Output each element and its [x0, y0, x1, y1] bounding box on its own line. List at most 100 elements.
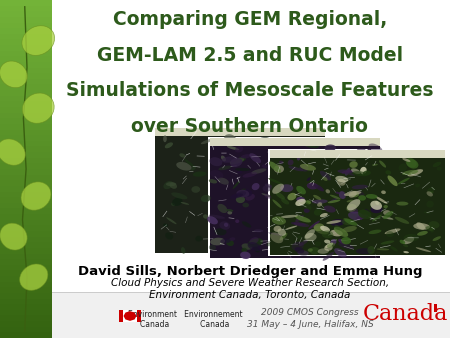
Ellipse shape [21, 182, 51, 210]
Bar [123, 310, 137, 322]
Ellipse shape [295, 216, 311, 222]
Ellipse shape [288, 193, 297, 200]
Bar [0, 96, 52, 101]
Bar [0, 158, 52, 163]
Bar [0, 163, 52, 169]
Ellipse shape [208, 215, 225, 219]
Bar [0, 62, 52, 68]
Bar [208, 137, 382, 259]
Ellipse shape [184, 159, 194, 167]
Ellipse shape [262, 185, 271, 192]
Bar [0, 146, 52, 152]
Ellipse shape [327, 231, 339, 234]
Ellipse shape [403, 237, 414, 244]
Text: Simulations of Mesoscale Features: Simulations of Mesoscale Features [66, 81, 433, 100]
Ellipse shape [314, 223, 324, 231]
Bar [153, 127, 327, 255]
Bar [0, 327, 52, 332]
Ellipse shape [203, 214, 208, 219]
Ellipse shape [369, 143, 382, 153]
Ellipse shape [348, 212, 364, 220]
Ellipse shape [304, 140, 319, 148]
Bar [0, 197, 52, 203]
Ellipse shape [292, 242, 304, 250]
Text: Comparing GEM Regional,: Comparing GEM Regional, [112, 10, 387, 29]
Ellipse shape [295, 215, 304, 222]
Ellipse shape [215, 228, 226, 235]
Ellipse shape [261, 193, 275, 198]
Ellipse shape [166, 217, 176, 224]
Ellipse shape [312, 235, 318, 240]
Ellipse shape [299, 165, 308, 172]
Ellipse shape [382, 216, 393, 220]
Text: Environment   Environnement: Environment Environnement [128, 310, 242, 319]
Bar [0, 298, 52, 304]
Ellipse shape [171, 203, 175, 206]
Ellipse shape [240, 188, 246, 194]
Bar [0, 79, 52, 84]
Ellipse shape [313, 195, 321, 200]
Ellipse shape [346, 204, 356, 212]
Ellipse shape [356, 248, 373, 254]
Ellipse shape [236, 157, 246, 162]
Ellipse shape [430, 228, 434, 233]
Ellipse shape [390, 246, 398, 251]
Ellipse shape [385, 170, 391, 175]
Ellipse shape [226, 209, 234, 212]
Ellipse shape [364, 209, 370, 214]
Ellipse shape [180, 153, 185, 158]
Ellipse shape [358, 210, 371, 219]
Ellipse shape [330, 219, 345, 226]
Ellipse shape [245, 194, 255, 201]
Ellipse shape [428, 221, 439, 228]
Ellipse shape [307, 183, 318, 189]
Ellipse shape [413, 223, 430, 230]
Ellipse shape [363, 148, 371, 158]
Ellipse shape [269, 162, 281, 172]
Ellipse shape [334, 227, 348, 237]
Ellipse shape [427, 201, 434, 208]
Ellipse shape [242, 248, 247, 252]
Ellipse shape [246, 140, 255, 146]
Bar [52, 292, 450, 338]
Ellipse shape [349, 207, 358, 214]
Ellipse shape [220, 239, 231, 243]
Ellipse shape [281, 198, 289, 204]
Ellipse shape [217, 204, 227, 213]
Ellipse shape [170, 183, 177, 189]
Ellipse shape [381, 190, 386, 194]
Ellipse shape [229, 237, 235, 241]
Bar [0, 203, 52, 209]
Ellipse shape [235, 168, 250, 171]
Ellipse shape [328, 200, 340, 203]
Ellipse shape [230, 193, 243, 199]
Ellipse shape [181, 247, 185, 254]
Ellipse shape [417, 231, 428, 236]
Ellipse shape [280, 184, 293, 192]
Ellipse shape [268, 233, 283, 236]
Ellipse shape [316, 237, 326, 245]
Text: GEM-LAM 2.5 and RUC Model: GEM-LAM 2.5 and RUC Model [97, 46, 403, 65]
Ellipse shape [325, 243, 333, 248]
Ellipse shape [166, 182, 176, 186]
Bar [0, 90, 52, 96]
Bar [268, 149, 447, 256]
Bar [52, 0, 450, 292]
Ellipse shape [191, 186, 200, 193]
Text: over Southern Ontario: over Southern Ontario [131, 117, 368, 136]
Ellipse shape [317, 202, 322, 207]
Bar [0, 248, 52, 254]
Ellipse shape [337, 179, 346, 186]
Ellipse shape [335, 176, 348, 182]
Ellipse shape [383, 205, 388, 208]
Ellipse shape [22, 93, 54, 123]
Ellipse shape [352, 171, 366, 176]
Ellipse shape [252, 168, 266, 174]
Ellipse shape [317, 193, 321, 201]
Ellipse shape [403, 251, 409, 253]
Ellipse shape [320, 171, 331, 180]
Ellipse shape [379, 161, 386, 168]
Ellipse shape [304, 208, 310, 213]
Ellipse shape [276, 218, 285, 225]
Ellipse shape [363, 170, 371, 176]
